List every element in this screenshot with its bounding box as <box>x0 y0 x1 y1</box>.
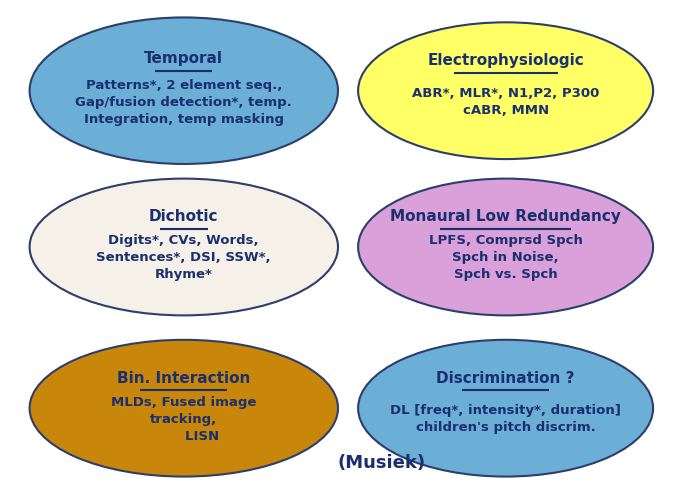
Text: ABR*, MLR*, N1,P2, P300
cABR, MMN: ABR*, MLR*, N1,P2, P300 cABR, MMN <box>412 86 600 117</box>
Text: LPFS, Comprsd Spch
Spch in Noise,
Spch vs. Spch: LPFS, Comprsd Spch Spch in Noise, Spch v… <box>429 235 583 282</box>
Text: Electrophysiologic: Electrophysiologic <box>427 53 584 68</box>
Text: Discrimination ?: Discrimination ? <box>437 370 575 386</box>
Ellipse shape <box>358 179 653 315</box>
Text: Temporal: Temporal <box>144 51 223 66</box>
Text: (Musiek): (Musiek) <box>337 453 426 472</box>
Ellipse shape <box>358 22 653 159</box>
Text: Monaural Low Redundancy: Monaural Low Redundancy <box>390 209 621 224</box>
Ellipse shape <box>30 340 338 477</box>
Text: Digits*, CVs, Words,
Sentences*, DSI, SSW*,
Rhyme*: Digits*, CVs, Words, Sentences*, DSI, SS… <box>97 235 271 282</box>
Text: MLDs, Fused image
tracking,
        LISN: MLDs, Fused image tracking, LISN <box>111 396 256 443</box>
Text: Bin. Interaction: Bin. Interaction <box>117 370 251 386</box>
Ellipse shape <box>30 17 338 164</box>
Text: Patterns*, 2 element seq.,
Gap/fusion detection*, temp.
Integration, temp maskin: Patterns*, 2 element seq., Gap/fusion de… <box>76 79 292 126</box>
Text: DL [freq*, intensity*, duration]
children's pitch discrim.: DL [freq*, intensity*, duration] childre… <box>390 404 621 434</box>
Ellipse shape <box>358 340 653 477</box>
Ellipse shape <box>30 179 338 315</box>
Text: Dichotic: Dichotic <box>149 209 218 224</box>
